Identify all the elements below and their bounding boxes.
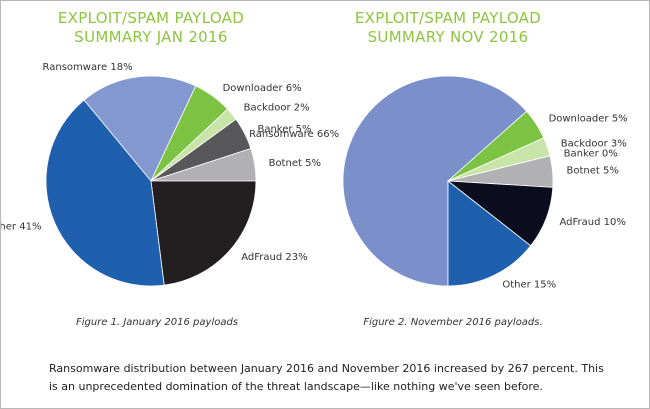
pie-slice	[150, 180, 257, 286]
slice-value: 6%	[286, 83, 302, 94]
slice-value: 23%	[285, 252, 307, 263]
slice-label: Backdoor 2%	[244, 103, 310, 114]
slice-name: Backdoor	[561, 138, 609, 149]
pie-slice	[447, 180, 532, 287]
slice-name: Banker	[257, 124, 293, 135]
slice-label: Ransomware 66%	[249, 129, 339, 140]
slice-name: Other	[502, 279, 531, 290]
pie-slice	[342, 75, 528, 287]
slice-label: Banker 0%	[564, 148, 618, 159]
slice-label: Banker 5%	[257, 124, 311, 135]
slice-name: Botnet	[567, 166, 600, 177]
slice-name: Banker	[564, 148, 600, 159]
slice-value: 0%	[602, 148, 618, 159]
slice-name: Backdoor	[244, 103, 292, 114]
slice-name: Downloader	[223, 83, 284, 94]
paragraph: Ransomware distribution between January …	[49, 362, 604, 393]
slice-label: AdFraud 23%	[241, 252, 307, 263]
slice-name: Botnet	[269, 158, 302, 169]
slice-value: 15%	[534, 279, 556, 290]
slice-value: 5%	[612, 114, 628, 125]
slice-label: AdFraud 10%	[560, 217, 626, 228]
slice-label: Botnet 5%	[567, 166, 619, 177]
figure-caption: Figure 2. November 2016 payloads.	[363, 317, 543, 328]
slice-label: Downloader 5%	[549, 114, 628, 125]
slice-value: 41%	[19, 222, 41, 233]
slice-label: Downloader 6%	[223, 83, 302, 94]
slice-value: 3%	[611, 138, 627, 149]
slice-name: AdFraud	[241, 252, 282, 263]
chart-title: EXPLOIT/SPAM PAYLOAD SUMMARY NOV 2016	[354, 9, 542, 46]
figure-caption: Figure 1. January 2016 payloads	[75, 317, 239, 328]
pie-slice	[45, 99, 165, 287]
slice-name: AdFraud	[560, 217, 601, 228]
slice-label: Other 41%	[1, 222, 41, 233]
slice-value: 5%	[603, 166, 619, 177]
slice-value: 18%	[110, 62, 132, 73]
chart-title: EXPLOIT/SPAM PAYLOAD SUMMARY JAN 2016	[57, 9, 245, 46]
slice-name: Other	[1, 222, 17, 233]
slice-value: 10%	[604, 217, 626, 228]
slice-name: Ransomware	[249, 129, 314, 140]
slice-value: 5%	[305, 158, 321, 169]
slice-value: 66%	[317, 129, 339, 140]
slice-value: 5%	[296, 124, 312, 135]
slice-label: Other 15%	[502, 279, 556, 290]
pie-slice	[83, 75, 197, 182]
slice-label: Botnet 5%	[269, 158, 321, 169]
slice-value: 2%	[294, 103, 310, 114]
slice-name: Ransomware	[43, 62, 108, 73]
slice-label: Ransomware 18%	[43, 62, 133, 73]
slice-name: Downloader	[549, 114, 610, 125]
slice-label: Backdoor 3%	[561, 138, 627, 149]
